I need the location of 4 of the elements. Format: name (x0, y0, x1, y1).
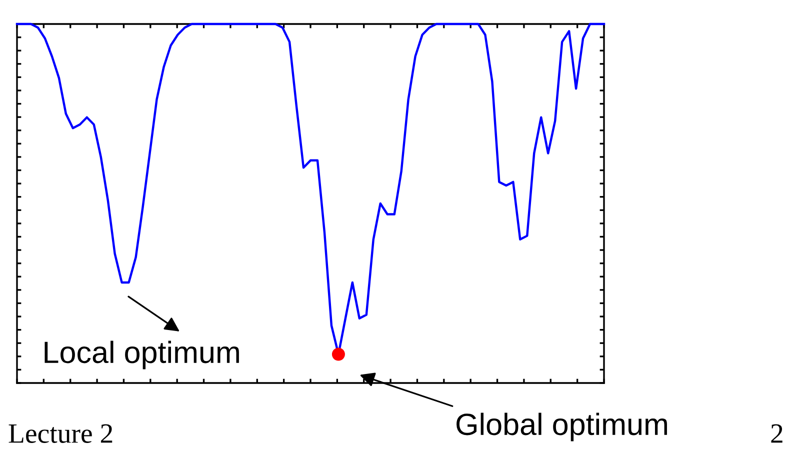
text: Lecture 2 (8, 424, 112, 443)
text: Global optimum (456, 412, 667, 442)
text: 2 (771, 424, 782, 443)
annotation: Local optimum (44, 340, 239, 370)
